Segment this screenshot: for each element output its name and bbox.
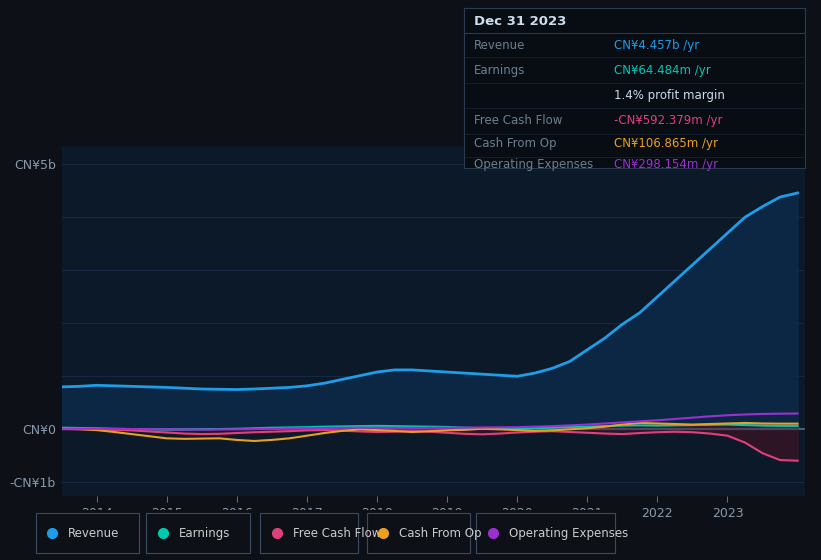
Text: Cash From Op: Cash From Op [474,137,557,150]
Text: CN¥298.154m /yr: CN¥298.154m /yr [614,158,718,171]
Text: Free Cash Flow: Free Cash Flow [474,114,562,127]
Text: Operating Expenses: Operating Expenses [509,527,628,540]
Text: Cash From Op: Cash From Op [399,527,482,540]
Text: Revenue: Revenue [68,527,120,540]
Text: CN¥4.457b /yr: CN¥4.457b /yr [614,39,699,52]
Text: CN¥64.484m /yr: CN¥64.484m /yr [614,64,710,77]
Text: Free Cash Flow: Free Cash Flow [293,527,381,540]
Text: Earnings: Earnings [474,64,525,77]
Text: Earnings: Earnings [179,527,230,540]
Text: Dec 31 2023: Dec 31 2023 [474,15,566,27]
Text: CN¥106.865m /yr: CN¥106.865m /yr [614,137,718,150]
Text: Revenue: Revenue [474,39,525,52]
Text: Operating Expenses: Operating Expenses [474,158,594,171]
Text: -CN¥592.379m /yr: -CN¥592.379m /yr [614,114,722,127]
Text: 1.4% profit margin: 1.4% profit margin [614,89,725,102]
